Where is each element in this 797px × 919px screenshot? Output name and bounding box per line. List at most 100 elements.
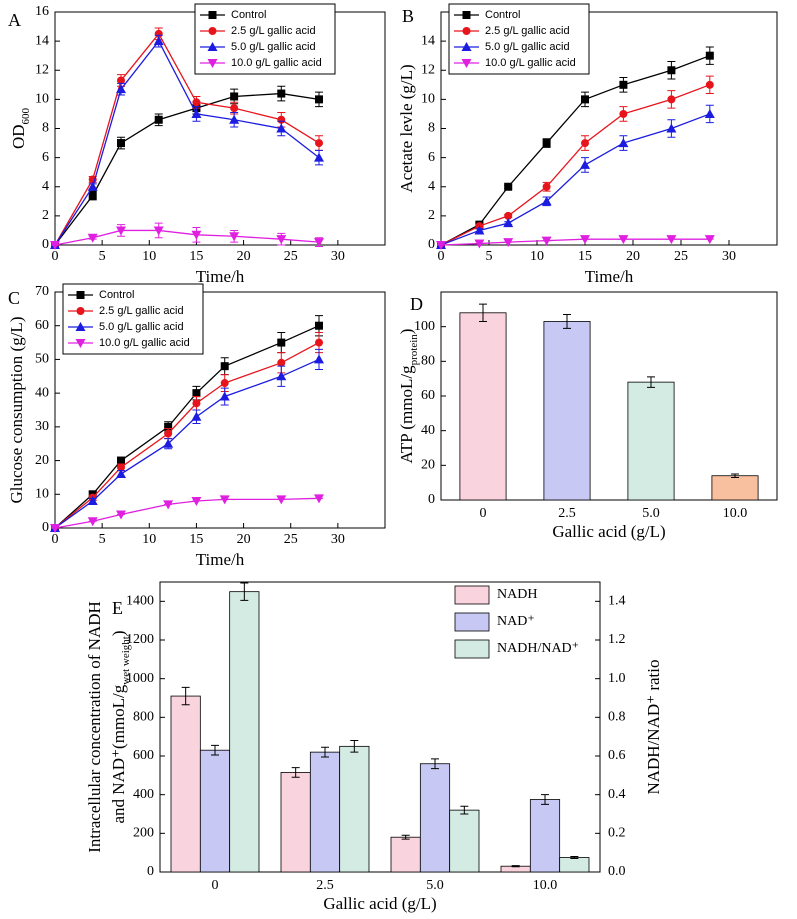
x-tick-label: 2.5 xyxy=(316,878,334,893)
marker xyxy=(163,438,174,448)
x-tick-label: 20 xyxy=(237,532,251,547)
panel-label: B xyxy=(402,6,414,26)
marker xyxy=(503,218,514,228)
y-tick-label: 8 xyxy=(42,121,49,136)
x-tick-label: 5.0 xyxy=(426,878,444,893)
marker xyxy=(164,422,173,431)
error-bar xyxy=(240,582,249,601)
x-tick-label: 25 xyxy=(284,249,298,264)
axis-label: Time/h xyxy=(196,267,245,286)
x-tick-label: 0 xyxy=(52,532,59,547)
marker xyxy=(220,362,229,371)
marker xyxy=(87,517,98,527)
series-line xyxy=(54,325,320,529)
axis-label-part: ) xyxy=(109,630,128,636)
bar xyxy=(529,799,561,873)
marker xyxy=(580,159,590,169)
series-line xyxy=(54,497,320,529)
x-tick-label: 10.0 xyxy=(723,506,748,521)
marker xyxy=(581,139,589,148)
marker xyxy=(504,211,513,220)
legend-label: 2.5 g/L gallic acid xyxy=(99,305,184,317)
y-tick-label: 14 xyxy=(35,33,49,48)
y-tick-label: 200 xyxy=(133,826,154,841)
axis-label: Acetate levle (g/L) xyxy=(397,64,416,192)
y-tick-label: 100 xyxy=(414,319,435,334)
axis-label-subscript: wet weight xyxy=(120,636,132,685)
series-line xyxy=(440,55,711,246)
y-tick-label: 60 xyxy=(421,388,435,403)
marker xyxy=(314,494,324,504)
axis-label-part: Gallic acid (g/L) xyxy=(552,522,665,541)
marker xyxy=(541,196,552,206)
bar xyxy=(390,836,421,873)
legend-label: 5.0 g/L gallic acid xyxy=(231,41,316,53)
bar xyxy=(339,745,370,873)
y-tick-label: 10 xyxy=(35,92,49,107)
marker xyxy=(666,123,677,133)
marker xyxy=(87,181,98,191)
series-line xyxy=(54,358,320,529)
legend-label: NADH/NAD⁺ xyxy=(497,641,579,656)
marker xyxy=(191,411,202,421)
marker xyxy=(192,399,201,408)
legend-swatch xyxy=(454,585,490,605)
x-tick-label: 5 xyxy=(486,249,493,264)
series-line xyxy=(440,113,711,246)
marker xyxy=(208,11,217,19)
x-tick-label: 0 xyxy=(438,249,445,264)
x-tick-label: 0 xyxy=(480,506,487,521)
marker xyxy=(76,291,85,299)
axis-label-subscript: protein xyxy=(408,334,420,366)
marker xyxy=(461,42,472,51)
y-tick-label: 20 xyxy=(421,458,435,473)
series-line xyxy=(440,238,710,246)
legend-label: 5.0 g/L gallic acid xyxy=(99,321,184,333)
marker xyxy=(116,469,126,479)
marker xyxy=(462,27,471,35)
legend-label: 2.5 g/L gallic acid xyxy=(485,25,570,37)
legend-frame xyxy=(448,3,590,75)
marker xyxy=(76,307,85,315)
legend-label: 10.0 g/L gallic acid xyxy=(485,57,576,69)
x-tick-label: 15 xyxy=(189,532,203,547)
marker xyxy=(191,108,202,118)
marker xyxy=(315,95,323,104)
marker xyxy=(504,182,513,191)
marker xyxy=(276,495,287,505)
y-tick-label: 2 xyxy=(428,208,435,223)
axis-label: Gallic acid (g/L) xyxy=(552,522,665,541)
y-tick-label: 0.0 xyxy=(608,864,626,879)
legend-label: NADH xyxy=(497,587,537,602)
series-line xyxy=(54,341,320,529)
x-tick-label: 5.0 xyxy=(642,506,660,521)
marker xyxy=(314,238,324,248)
y-tick-label: 1000 xyxy=(126,671,154,686)
axis-label: NADH/NAD⁺ ratio xyxy=(644,659,663,794)
axis-label-part: Glucose consumption (g/L) xyxy=(7,317,26,504)
series-line xyxy=(54,92,320,246)
error-bar xyxy=(401,834,410,840)
axis-label-part: OD xyxy=(9,124,28,149)
marker xyxy=(580,235,590,245)
y-tick-label: 6 xyxy=(428,150,435,165)
marker xyxy=(667,66,676,75)
marker xyxy=(542,182,551,191)
x-tick-label: 25 xyxy=(284,532,298,547)
error-bar xyxy=(541,794,549,805)
y-tick-label: 0.2 xyxy=(608,826,626,841)
series-line xyxy=(54,229,320,246)
marker xyxy=(117,76,125,85)
error-bar xyxy=(211,744,219,756)
marker xyxy=(88,191,97,200)
legend-frame xyxy=(194,3,336,75)
marker xyxy=(117,139,125,148)
bar xyxy=(711,475,759,501)
x-tick-label: 30 xyxy=(722,249,736,264)
marker xyxy=(619,109,628,118)
y-tick-label: 20 xyxy=(35,453,49,468)
axis-label-subscript: 600 xyxy=(20,107,32,124)
marker xyxy=(191,497,202,507)
bar xyxy=(280,772,311,873)
axis-label-part: and NAD⁺(mmoL/g xyxy=(109,684,128,823)
